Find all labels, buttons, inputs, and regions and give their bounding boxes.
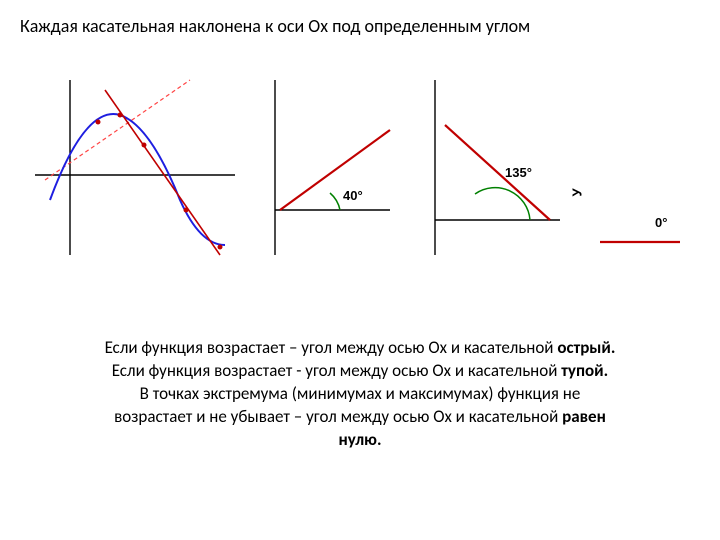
line2-bold: тупой. [561, 360, 608, 381]
zero-diagram: 0° [595, 212, 685, 267]
obtuse-diagram: 135° У [425, 70, 565, 265]
diagrams-row: 40° 135° У 0° [20, 57, 700, 277]
zero-label: 0° [655, 215, 667, 230]
line2-pre: Если функция возрастает - угол между ось… [112, 360, 561, 381]
line5-bold: нулю. [338, 429, 381, 450]
line3: В точках экстремума (минимумах и максиму… [140, 383, 581, 404]
page-title: Каждая касательная наклонена к оси Ох по… [20, 15, 700, 37]
acute-svg [265, 70, 395, 260]
y-axis-label: У [570, 188, 585, 196]
line1-pre: Если функция возрастает – угол между ось… [105, 337, 558, 358]
zero-svg [595, 212, 685, 262]
line1-bold: острый. [557, 337, 615, 358]
acute-diagram: 40° [265, 70, 395, 265]
line4-bold: равен [562, 406, 606, 427]
obtuse-svg [425, 70, 565, 260]
obtuse-label: 135° [505, 165, 532, 180]
line4-pre: возрастает и не убывает – угол между ось… [114, 406, 562, 427]
acute-label: 40° [343, 188, 363, 203]
bottom-text: Если функция возрастает – угол между ось… [20, 337, 700, 452]
curve-svg [35, 70, 235, 260]
curve-diagram [35, 70, 235, 265]
